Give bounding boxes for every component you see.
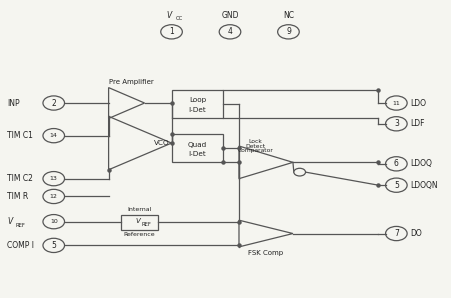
Bar xyxy=(171,134,223,162)
Text: 9: 9 xyxy=(286,27,291,36)
Text: Lock: Lock xyxy=(248,139,262,144)
Text: Internal: Internal xyxy=(128,207,152,212)
Circle shape xyxy=(294,168,305,176)
Text: Detect: Detect xyxy=(245,144,265,149)
Text: Comparator: Comparator xyxy=(237,148,273,153)
Text: REF: REF xyxy=(16,223,26,228)
Text: LDOQN: LDOQN xyxy=(410,181,437,190)
Text: V: V xyxy=(7,217,13,226)
Text: Quad: Quad xyxy=(188,142,207,148)
Text: 12: 12 xyxy=(50,194,58,199)
Text: LDF: LDF xyxy=(410,119,424,128)
Text: TIM C2: TIM C2 xyxy=(7,174,33,183)
Text: I-Det: I-Det xyxy=(189,107,206,113)
Text: VCO: VCO xyxy=(154,140,170,146)
Text: 6: 6 xyxy=(394,159,399,168)
Text: 13: 13 xyxy=(50,176,58,181)
Text: COMP I: COMP I xyxy=(7,241,34,250)
Text: REF: REF xyxy=(142,222,152,227)
Text: Pre Amplifier: Pre Amplifier xyxy=(109,79,153,85)
Text: 11: 11 xyxy=(392,100,400,105)
Text: I-Det: I-Det xyxy=(189,151,206,157)
Text: 3: 3 xyxy=(394,119,399,128)
Text: 1: 1 xyxy=(169,27,174,36)
Text: INP: INP xyxy=(7,99,20,108)
Text: FSK Comp: FSK Comp xyxy=(249,250,284,257)
Text: 5: 5 xyxy=(394,181,399,190)
Bar xyxy=(121,215,158,230)
Text: 2: 2 xyxy=(51,99,56,108)
Text: LDO: LDO xyxy=(410,99,426,108)
Text: 10: 10 xyxy=(50,219,58,224)
Text: NC: NC xyxy=(283,11,294,20)
Text: DO: DO xyxy=(410,229,422,238)
Text: TIM R: TIM R xyxy=(7,192,29,201)
Text: 7: 7 xyxy=(394,229,399,238)
Text: 14: 14 xyxy=(50,133,58,138)
Text: GND: GND xyxy=(221,11,239,20)
Text: CC: CC xyxy=(176,16,183,21)
Text: TIM C1: TIM C1 xyxy=(7,131,33,140)
Text: Reference: Reference xyxy=(124,232,156,237)
Text: V: V xyxy=(135,218,140,224)
Text: Loop: Loop xyxy=(189,97,206,103)
Bar xyxy=(171,90,223,118)
Text: 5: 5 xyxy=(51,241,56,250)
Text: LDOQ: LDOQ xyxy=(410,159,432,168)
Text: 4: 4 xyxy=(228,27,232,36)
Text: V: V xyxy=(167,11,172,20)
